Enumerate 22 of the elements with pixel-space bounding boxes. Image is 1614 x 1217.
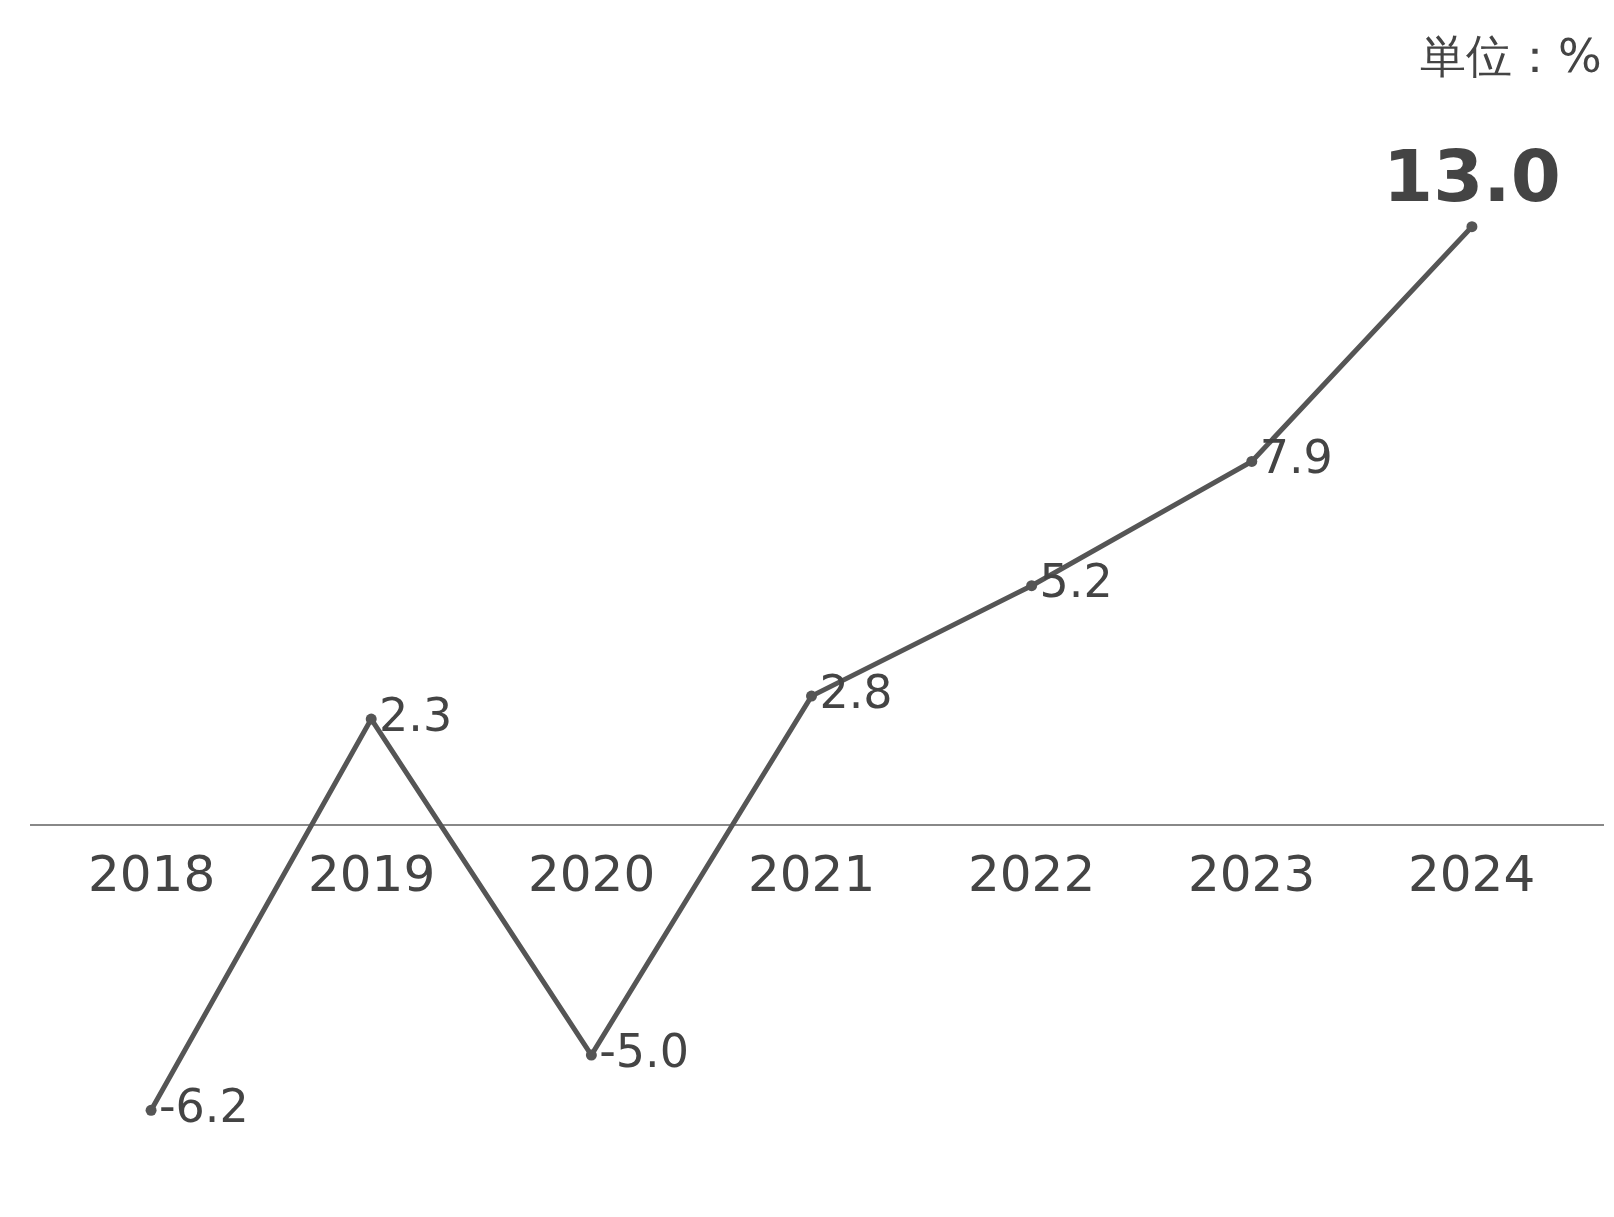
x-tick-label: 2024: [1408, 845, 1536, 903]
point: [1246, 455, 1258, 467]
x-tick-label: 2020: [528, 845, 656, 903]
data-label: -6.2: [158, 1078, 249, 1133]
point: [1466, 221, 1478, 233]
x-tick-label: 2021: [748, 845, 876, 903]
point: [365, 713, 377, 725]
point: [585, 1049, 597, 1061]
x-tick-label: 2018: [88, 845, 216, 903]
data-label: 2.3: [379, 687, 453, 742]
data-label: 13.0: [1383, 133, 1561, 218]
data-label: 5.2: [1039, 554, 1113, 609]
x-tick-label: 2022: [968, 845, 1096, 903]
data-label: 7.9: [1259, 429, 1333, 484]
point: [1026, 580, 1038, 592]
point: [145, 1104, 157, 1116]
data-label: 2.8: [819, 664, 893, 719]
x-tick-label: 2023: [1188, 845, 1316, 903]
point: [806, 690, 817, 702]
text: 単位：%: [1420, 29, 1602, 83]
data-label: -5.0: [599, 1023, 689, 1078]
x-tick-label: 2019: [308, 845, 436, 903]
